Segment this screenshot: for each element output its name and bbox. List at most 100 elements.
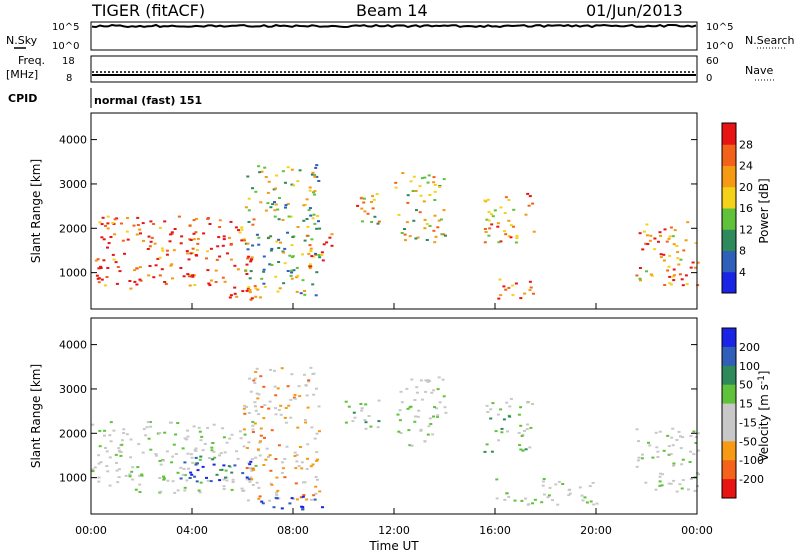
echo-cell: [490, 223, 494, 226]
echo-cell: [240, 228, 244, 231]
echo-cell: [185, 438, 189, 441]
echo-cell: [208, 284, 212, 287]
echo-cell: [408, 235, 412, 238]
echo-cell: [218, 454, 221, 457]
echo-cell: [419, 379, 423, 382]
echo-cell: [97, 462, 101, 465]
echo-cell: [247, 255, 251, 258]
echo-cell: [221, 427, 225, 430]
echo-cell: [246, 175, 250, 178]
echo-cell: [163, 431, 167, 434]
echo-cell: [499, 206, 503, 209]
echo-cell: [294, 482, 298, 485]
echo-cell: [654, 488, 658, 491]
echo-cell: [260, 500, 264, 503]
colorbar-frame: [721, 327, 737, 499]
echo-cell: [436, 388, 440, 391]
echo-cell: [299, 292, 303, 295]
echo-cell: [296, 274, 300, 277]
echo-cell: [136, 466, 140, 469]
echo-cell: [282, 251, 286, 254]
echo-cell: [258, 296, 262, 299]
echo-cell: [260, 277, 264, 280]
echo-cell: [277, 238, 281, 241]
echo-cell: [129, 456, 133, 459]
echo-cell: [121, 239, 125, 242]
echo-cell: [266, 191, 270, 194]
echo-cell: [207, 282, 211, 285]
echo-cell: [592, 503, 596, 506]
echo-cell: [518, 444, 522, 447]
echo-cell: [228, 236, 231, 239]
echo-cell: [309, 498, 313, 501]
echo-cell: [236, 268, 240, 271]
echo-cell: [561, 483, 565, 485]
echo-cell: [679, 435, 682, 438]
echo-cell: [164, 283, 168, 285]
echo-cell: [509, 397, 513, 400]
echo-cell: [264, 209, 268, 212]
echo-cell: [508, 415, 512, 418]
echo-cell: [439, 218, 443, 221]
colorbar-tick-label: 20: [739, 181, 753, 194]
echo-cell: [315, 432, 319, 435]
echo-cell: [250, 256, 254, 259]
echo-cell: [320, 251, 324, 254]
echo-cell: [189, 471, 193, 474]
echo-cell: [314, 254, 318, 256]
echo-cell: [158, 274, 162, 277]
echo-cell: [109, 236, 113, 238]
echo-cell: [140, 473, 144, 476]
echo-cell: [187, 274, 191, 277]
echo-cell: [432, 176, 436, 179]
echo-cell: [274, 496, 278, 499]
echo-cell: [231, 481, 235, 483]
echo-cell: [691, 261, 695, 264]
echo-cell: [313, 193, 317, 196]
echo-cell: [303, 419, 307, 421]
echo-cell: [494, 430, 498, 433]
echo-cell: [312, 213, 316, 216]
echo-cell: [196, 469, 200, 472]
echo-cell: [281, 250, 285, 253]
colorbar-tick-label: -100: [739, 454, 764, 467]
echo-cell: [428, 194, 432, 196]
echo-cell: [248, 478, 252, 481]
echo-cell: [416, 391, 419, 394]
echo-cell: [185, 479, 189, 482]
velocity-y-label: Slant Range [km]: [29, 364, 43, 468]
echo-cell: [191, 247, 195, 250]
echo-cell: [115, 469, 119, 472]
echo-cell: [188, 284, 192, 287]
echo-cell: [412, 219, 416, 222]
echo-cell: [286, 166, 290, 169]
echo-cell: [351, 420, 355, 423]
echo-cell: [394, 181, 398, 184]
echo-cell: [681, 284, 685, 287]
echo-cell: [443, 406, 447, 409]
echo-cell: [369, 425, 373, 428]
echo-cell: [147, 274, 151, 277]
echo-cell: [199, 455, 203, 458]
echo-cell: [296, 426, 300, 429]
echo-cell: [248, 277, 252, 280]
echo-cell: [694, 442, 698, 444]
date-title: 01/Jun/2013: [586, 1, 683, 20]
echo-cell: [218, 226, 222, 228]
echo-cell: [270, 483, 274, 486]
echo-cell: [202, 232, 206, 235]
colorbar-tick-label: 8: [739, 245, 746, 258]
echo-cell: [325, 241, 329, 244]
echo-cell: [529, 286, 533, 289]
echo-cell: [270, 247, 274, 250]
echo-cell: [120, 222, 123, 225]
echo-cell: [672, 464, 676, 467]
echo-cell: [649, 234, 653, 237]
echo-cell: [542, 478, 546, 480]
echo-cell: [315, 451, 319, 454]
echo-cell: [201, 465, 205, 468]
echo-cell: [694, 436, 698, 439]
echo-cell: [257, 165, 261, 168]
velocity-colorbar-label: Velocity [m s-1]: [757, 371, 771, 462]
echo-cell: [116, 266, 120, 268]
